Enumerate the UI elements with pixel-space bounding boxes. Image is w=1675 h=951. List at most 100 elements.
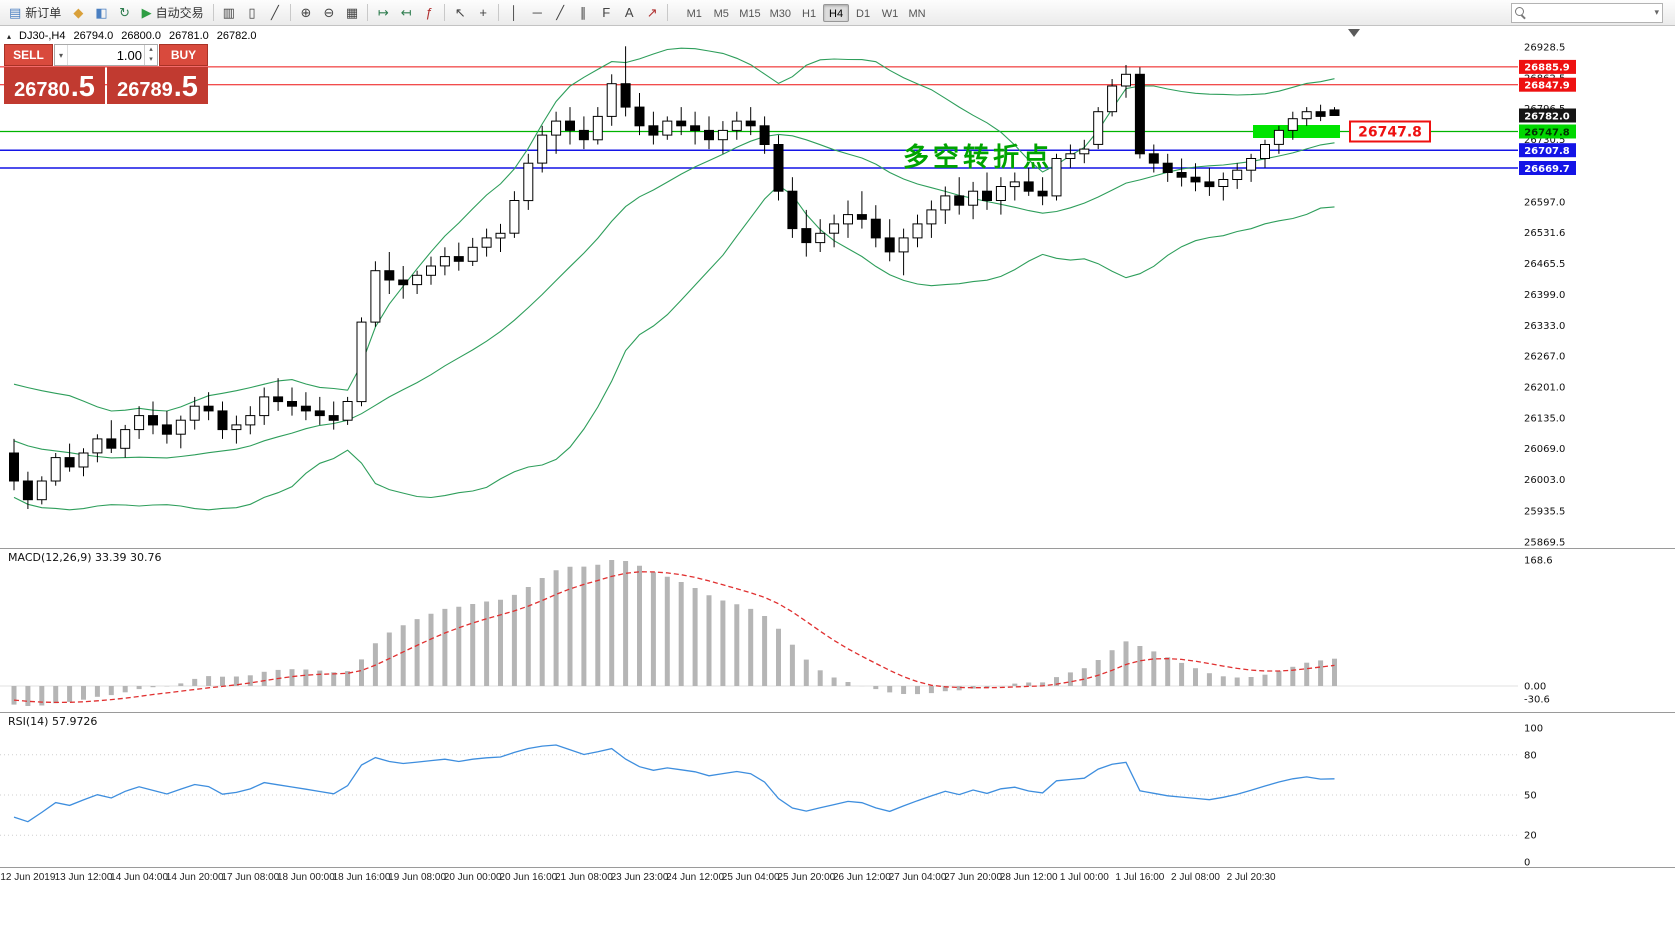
macd-axis-label: 0.00 [1524,682,1546,693]
macd-panel[interactable]: 168.6 0.00-30.6 MACD(12,26,9) 33.39 30.76 [0,548,1675,712]
arrows-button[interactable]: ↗ [641,3,663,23]
buy-price[interactable]: 26789 .5 [107,67,208,104]
arrows-icon: ↗ [646,5,658,20]
sell-price[interactable]: 26780 .5 [4,67,105,104]
volume-up-button[interactable]: ▴ [149,46,153,53]
chart-shift-marker[interactable] [1348,29,1360,37]
main-toolbar: ▤ 新订单 ◆ ◧ ↻ ▶ 自动交易 ▥ ▯ ╱ ⊕ ⊖ ▦ ↦ ↤ ƒ ↖ + │ ─ ╱ ∥ F A ↗ M1 M5 M15 M3… [0,0,1675,26]
buy-price-main: 26789 [117,79,173,101]
trendline-button[interactable]: ╱ [549,3,571,23]
highlight-price-label[interactable]: 26747.8 [1349,120,1431,143]
indicators-icon: ƒ [425,5,433,20]
svg-text:26747.8: 26747.8 [1358,125,1422,141]
time-axis-label: 20 Jun 16:00 [499,872,558,883]
annotation-text[interactable]: 多空转折点 [903,142,1053,173]
time-axis-label: 25 Jun 20:00 [777,872,836,883]
text-button[interactable]: A [618,3,640,23]
vertical-line-button[interactable]: │ [503,3,525,23]
time-axis-label: 28 Jun 12:00 [999,872,1058,883]
svg-text:26782.0: 26782.0 [1524,111,1570,122]
cursor-button[interactable]: ↖ [449,3,471,23]
price-axis-label: 26201.0 [1524,383,1565,394]
indicators-button[interactable]: ƒ [418,3,440,23]
new-order-button[interactable]: ▤ 新订单 [4,3,66,23]
autotrading-icon: ▶ [141,5,152,20]
zoom-out-icon: ⊖ [323,5,335,20]
one-click-trading-panel: SELL ▾ ▴ ▾ BUY 26780 .5 26789 [4,44,208,104]
time-axis[interactable]: 12 Jun 2019 13 Jun 12:00 14 Jun 04:00 14 Ju… [0,867,1675,886]
channel-button[interactable]: ∥ [572,3,594,23]
rsi-axis-label: 100 [1524,724,1543,735]
one-click-toggle-icon[interactable]: ▴ [7,31,12,41]
svg-text:26847.9: 26847.9 [1524,81,1570,92]
candlestick-chart-icon: ▯ [248,5,256,20]
time-axis-label: 27 Jun 04:00 [888,872,947,883]
macd-axis-label: 168.6 [1524,556,1553,567]
autotrading-button-label: 自动交易 [155,6,204,20]
price-axis-label: 26597.0 [1524,198,1565,209]
price-axis-label: 26267.0 [1524,352,1565,363]
volume-down-button[interactable]: ▾ [149,56,153,63]
timeframe-m30-button[interactable]: M30 [769,7,792,20]
bar-chart-button[interactable]: ▥ [218,3,240,23]
fibonacci-button[interactable]: F [595,3,617,23]
volume-input[interactable] [68,45,144,65]
candlestick-chart-button[interactable]: ▯ [241,3,263,23]
toolbar-separator [667,4,669,21]
price-axis-label: 26135.0 [1524,413,1565,424]
zoom-in-button[interactable]: ⊕ [295,3,317,23]
crosshair-icon: + [479,5,488,20]
symbol-search-input[interactable] [1530,6,1655,19]
rsi-axis-label: 80 [1524,750,1537,761]
toolbar-separator [498,4,500,21]
profiles-button[interactable]: ◧ [90,3,112,23]
chart-shift-icon: ↤ [400,5,412,20]
time-axis-label: 12 Jun 2019 [0,872,56,883]
trade-panel-controls: SELL ▾ ▴ ▾ BUY [4,44,208,66]
line-chart-button[interactable]: ╱ [264,3,286,23]
time-axis-label: 23 Jun 23:00 [610,872,669,883]
svg-text:26707.8: 26707.8 [1524,146,1570,157]
search-dropdown-icon[interactable]: ▾ [1654,7,1659,17]
horizontal-line-button[interactable]: ─ [526,3,548,23]
time-axis-label: 17 Jun 08:00 [221,872,280,883]
sell-button[interactable]: SELL [4,44,53,66]
candles [9,46,1340,509]
time-axis-label: 2 Jul 20:30 [1226,872,1276,883]
chart-shift-button[interactable]: ↤ [395,3,417,23]
timeframe-h4-button[interactable]: H4 [823,3,850,22]
bar-chart-icon: ▥ [222,5,235,20]
autotrading-button[interactable]: ▶ 自动交易 [137,3,209,23]
auto-scroll-button[interactable]: ↦ [372,3,394,23]
timeframe-m5-button[interactable]: M5 [713,7,729,20]
timeframe-mn-button[interactable]: MN [908,7,926,20]
price-chart[interactable]: 26928.526862.526796.526730.526597.026531… [0,26,1675,548]
time-axis-label: 14 Jun 20:00 [165,872,224,883]
timeframe-m1-button[interactable]: M1 [686,7,702,20]
timeframe-m15-button[interactable]: M15 [739,7,761,20]
price-badge-26707.8: 26707.8 [1519,143,1576,158]
crosshair-button[interactable]: + [472,3,494,23]
time-axis-label: 14 Jun 04:00 [110,872,169,883]
buy-button[interactable]: BUY [159,44,208,66]
volume-dropdown-icon[interactable]: ▾ [55,45,68,65]
zoom-out-button[interactable]: ⊖ [318,3,340,23]
timeframe-d1-button[interactable]: D1 [856,7,871,20]
time-axis-label: 2 Jul 08:00 [1171,872,1220,883]
rsi-panel[interactable]: 100 80 50 20 0 RSI(14) 57.9726 [0,712,1675,867]
rsi-axis-label: 0 [1524,858,1530,868]
ohlc-close: 26782.0 [216,30,257,42]
timeframe-w1-button[interactable]: W1 [881,7,899,20]
tile-windows-icon: ▦ [345,5,359,20]
charts-button[interactable]: ◆ [67,3,89,23]
rsi-label: RSI(14) 57.9726 [8,715,97,728]
refresh-button[interactable]: ↻ [114,3,136,23]
buy-price-fraction: .5 [173,71,198,104]
price-axis-label: 26003.0 [1524,475,1565,486]
price-axis-label: 26399.0 [1524,290,1565,301]
time-axis-label: 18 Jun 00:00 [276,872,335,883]
symbol-timeframe-label: DJ30-,H4 [19,30,66,42]
timeframe-h1-button[interactable]: H1 [802,7,817,20]
tile-windows-button[interactable]: ▦ [341,3,363,23]
price-badge-26885.9: 26885.9 [1519,59,1576,74]
